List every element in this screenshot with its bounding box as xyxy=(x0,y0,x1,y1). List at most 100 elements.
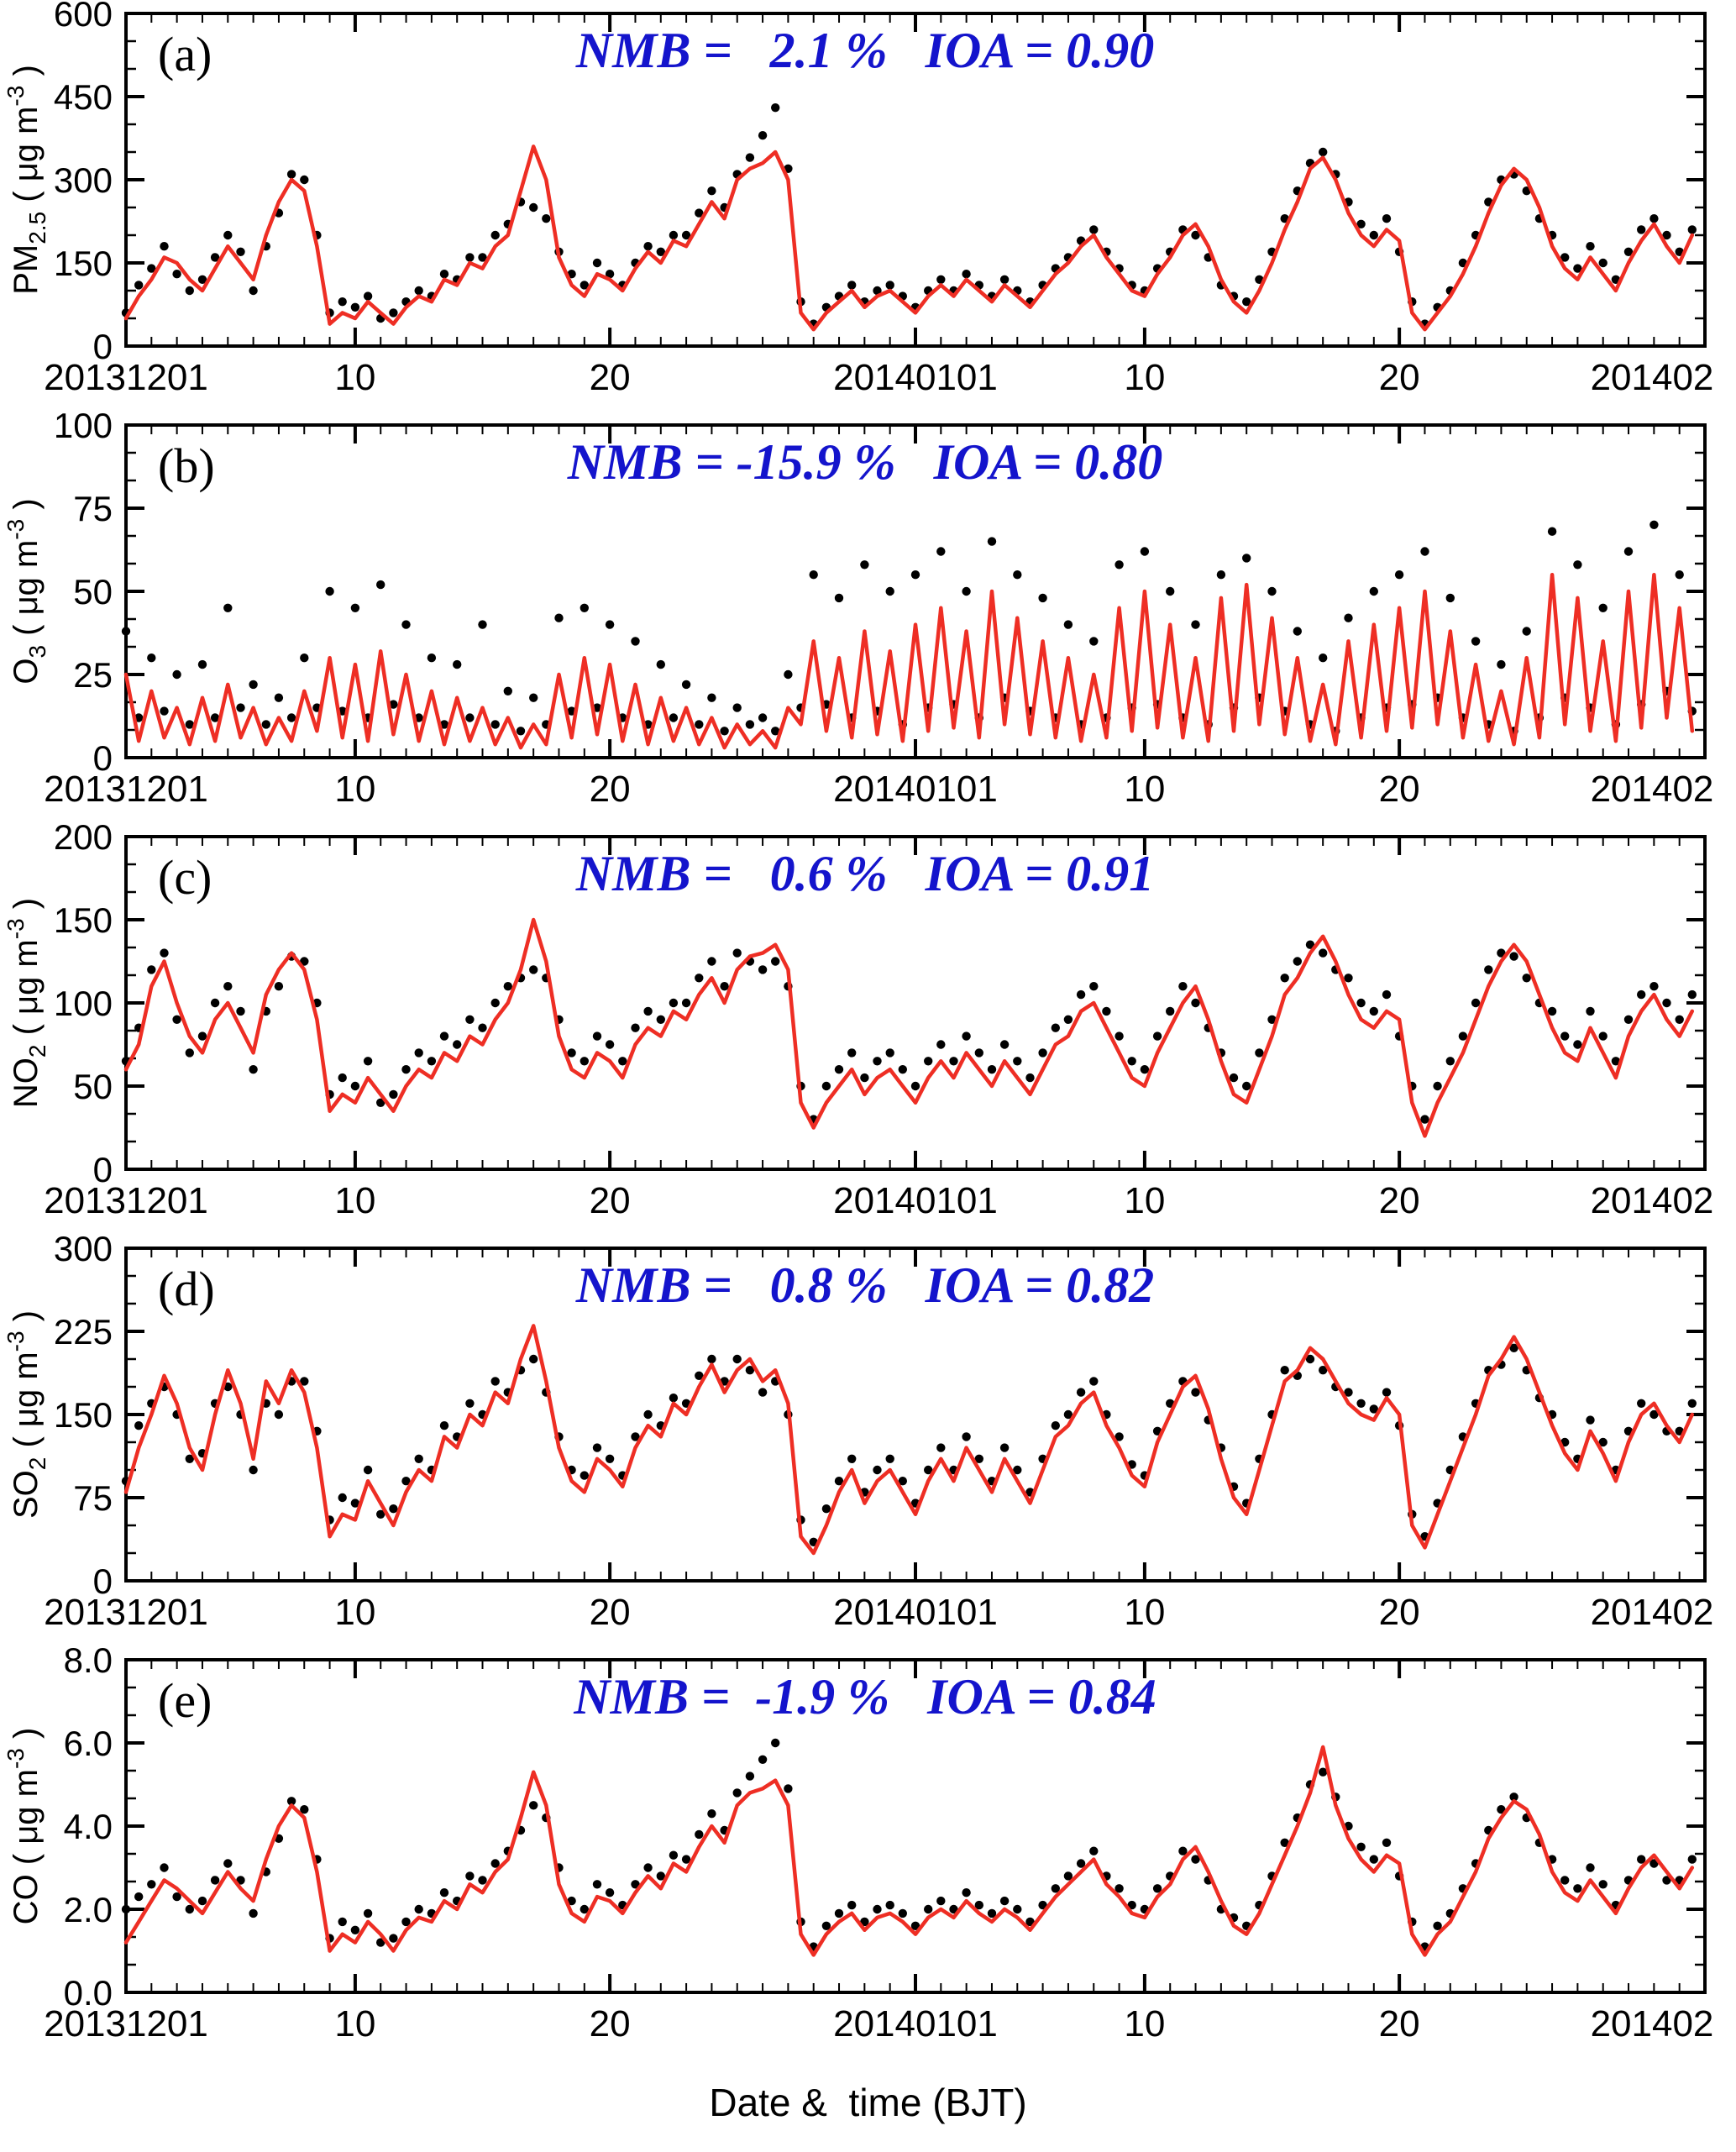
plot-frame xyxy=(124,835,1707,1171)
x-tick-label: 10 xyxy=(334,769,375,810)
y-axis: 0 150 300 450 600 xyxy=(54,0,1703,366)
y-axis: 0 50 100 150 200 xyxy=(54,823,1703,1189)
model-line xyxy=(123,1745,1695,1957)
y-tick-label: 4.0 xyxy=(64,1807,113,1846)
y-axis-label: PM2.5 ( μg m-3 ) xyxy=(3,65,50,295)
x-tick-label: 10 xyxy=(1124,2003,1165,2044)
x-tick-label: 20 xyxy=(590,1592,631,1633)
y-tick-label: 0 xyxy=(93,1562,113,1601)
x-tick-label: 20 xyxy=(590,1180,631,1221)
y-tick-label: 150 xyxy=(54,244,113,283)
x-tick-label: 20 xyxy=(1379,1592,1420,1633)
x-tick-label: 10 xyxy=(1124,769,1165,810)
model-line xyxy=(123,144,1695,332)
y-tick-label: 150 xyxy=(54,900,113,940)
x-tick-label: 20140101 xyxy=(833,2003,998,2044)
x-tick-label: 201402 xyxy=(1591,1180,1714,1221)
x-tick-label: 201402 xyxy=(1591,357,1714,398)
x-tick-label: 20131201 xyxy=(44,1180,208,1221)
panel-letter: (c) xyxy=(158,850,212,905)
plot-frame xyxy=(124,1658,1707,1994)
y-tick-label: 200 xyxy=(54,823,113,857)
x-axis: 20131201 10 20 20140101 10 20 201402 xyxy=(44,1250,1713,1633)
y-tick-label: 100 xyxy=(54,412,113,445)
x-tick-label: 20 xyxy=(1379,1180,1420,1221)
model-line xyxy=(123,1324,1695,1556)
plot-frame xyxy=(124,423,1707,759)
y-tick-label: 0 xyxy=(93,327,113,366)
x-tick-label: 20140101 xyxy=(833,1592,998,1633)
y-axis: 0.0 2.0 4.0 6.0 8.0 xyxy=(64,1646,1703,2013)
x-tick-label: 20 xyxy=(590,357,631,398)
panel-letter: (d) xyxy=(158,1262,215,1316)
obs-scatter xyxy=(121,940,1697,1124)
y-axis-label: CO ( μg m-3 ) xyxy=(3,1728,45,1925)
y-tick-label: 8.0 xyxy=(64,1646,113,1680)
y-tick-label: 300 xyxy=(54,160,113,200)
x-tick-label: 10 xyxy=(334,1592,375,1633)
panel-letter: (e) xyxy=(158,1673,212,1728)
y-tick-label: 150 xyxy=(54,1395,113,1435)
x-tick-label: 20131201 xyxy=(44,357,208,398)
stats-annotation: NMB = -15.9 % IOA = 0.80 xyxy=(567,434,1162,490)
x-axis: 20131201 10 20 20140101 10 20 201402 xyxy=(44,15,1713,398)
plot-frame xyxy=(124,12,1707,348)
figure: 0 150 300 450 600 20131201 10 20 20140101 10 20 201… xyxy=(3,0,1713,2044)
x-tick-label: 20140101 xyxy=(833,769,998,810)
y-axis-label: O3 ( μg m-3 ) xyxy=(3,498,50,684)
x-axis: 20131201 10 20 20140101 10 20 201402 xyxy=(44,427,1713,810)
x-tick-label: 201402 xyxy=(1591,2003,1714,2044)
panel-letter: (b) xyxy=(158,438,215,493)
stats-annotation: NMB = 2.1 % IOA = 0.90 xyxy=(575,23,1154,78)
x-tick-label: 20131201 xyxy=(44,2003,208,2044)
x-tick-label: 10 xyxy=(334,1180,375,1221)
x-axis-title: Date & time (BJT) xyxy=(709,2081,1027,2124)
stats-annotation: NMB = 0.6 % IOA = 0.91 xyxy=(575,846,1154,901)
panel-c: 0 50 100 150 200 20131201 10 20 20140101 10 20 2014… xyxy=(3,823,1713,1221)
x-tick-label: 20140101 xyxy=(833,357,998,398)
x-tick-label: 20131201 xyxy=(44,769,208,810)
y-axis: 0 75 150 225 300 xyxy=(54,1235,1703,1601)
y-tick-label: 225 xyxy=(54,1312,113,1352)
obs-scatter xyxy=(121,103,1697,328)
x-tick-label: 20140101 xyxy=(833,1180,998,1221)
y-tick-label: 25 xyxy=(73,655,113,695)
model-line xyxy=(123,917,1695,1138)
y-tick-label: 600 xyxy=(54,0,113,34)
y-tick-label: 0.0 xyxy=(64,1973,113,2013)
x-tick-label: 10 xyxy=(334,357,375,398)
y-tick-label: 0 xyxy=(93,1150,113,1189)
x-axis: 20131201 10 20 20140101 10 20 201402 xyxy=(44,838,1713,1221)
plot-frame xyxy=(124,1247,1707,1583)
y-tick-label: 450 xyxy=(54,77,113,117)
panel-letter: (a) xyxy=(158,27,212,81)
x-tick-label: 10 xyxy=(1124,1180,1165,1221)
y-tick-label: 0 xyxy=(93,738,113,778)
y-tick-label: 100 xyxy=(54,984,113,1023)
y-tick-label: 6.0 xyxy=(64,1724,113,1763)
y-axis: 0 25 50 75 100 xyxy=(54,412,1703,778)
x-tick-label: 20 xyxy=(590,769,631,810)
panel-d: 0 75 150 225 300 20131201 10 20 20140101 10 20 2014… xyxy=(3,1235,1713,1633)
stats-annotation: NMB = 0.8 % IOA = 0.82 xyxy=(575,1257,1154,1313)
x-tick-label: 10 xyxy=(1124,1592,1165,1633)
x-tick-label: 20131201 xyxy=(44,1592,208,1633)
y-tick-label: 50 xyxy=(73,572,113,611)
obs-scatter xyxy=(121,1738,1697,1951)
y-axis-label: SO2 ( μg m-3 ) xyxy=(3,1310,50,1519)
y-axis-label: NO2 ( μg m-3 ) xyxy=(3,898,50,1108)
x-tick-label: 20 xyxy=(1379,769,1420,810)
x-tick-label: 201402 xyxy=(1591,769,1714,810)
y-tick-label: 75 xyxy=(73,489,113,528)
x-axis: 20131201 10 20 20140101 10 20 201402 xyxy=(44,1661,1713,2044)
x-tick-label: 20 xyxy=(1379,2003,1420,2044)
y-tick-label: 50 xyxy=(73,1067,113,1106)
stats-annotation: NMB = -1.9 % IOA = 0.84 xyxy=(573,1669,1156,1724)
x-tick-label: 201402 xyxy=(1591,1592,1714,1633)
x-tick-label: 10 xyxy=(1124,357,1165,398)
y-tick-label: 300 xyxy=(54,1235,113,1268)
y-tick-label: 2.0 xyxy=(64,1890,113,1929)
x-tick-label: 20 xyxy=(590,2003,631,2044)
